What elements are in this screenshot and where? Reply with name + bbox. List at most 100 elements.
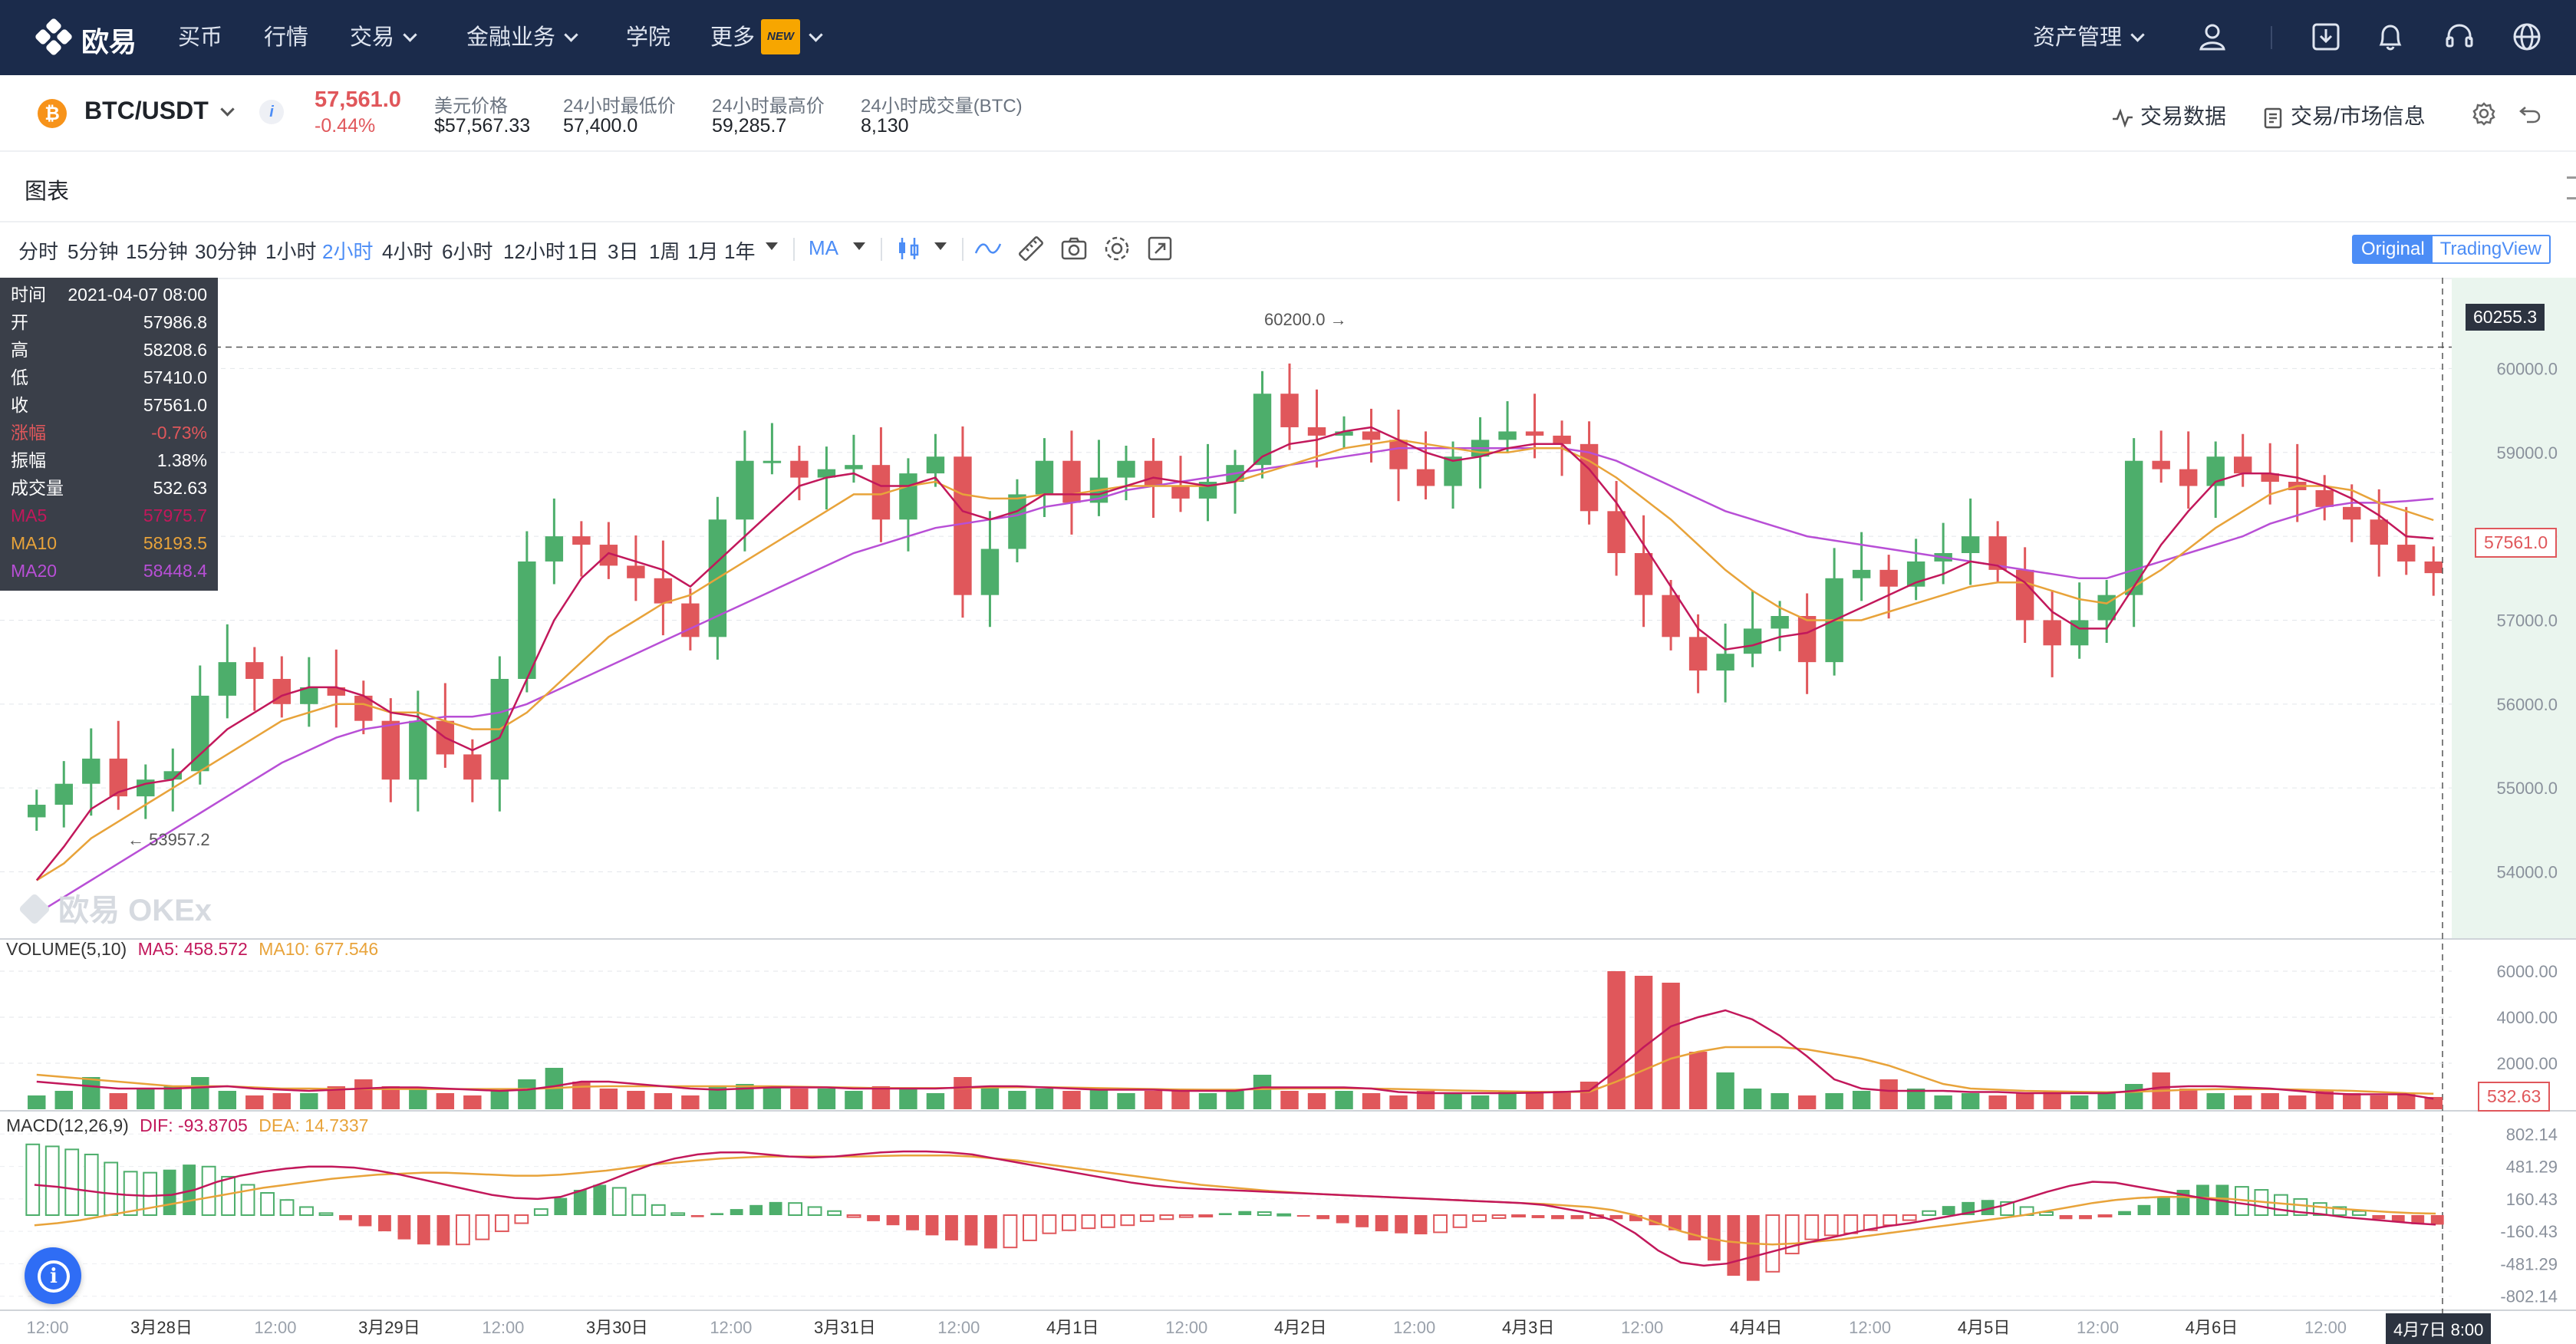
candle-body xyxy=(1498,431,1517,440)
candle-body xyxy=(82,758,100,784)
bell-icon[interactable] xyxy=(2373,20,2407,54)
info-icon[interactable]: i xyxy=(259,100,284,124)
chart-type-dropdown[interactable] xyxy=(934,242,947,250)
headset-icon[interactable] xyxy=(2443,20,2476,54)
candle-body xyxy=(1771,616,1789,629)
candle-body xyxy=(572,536,591,545)
candle-body xyxy=(327,687,346,696)
volume-bar xyxy=(2397,1093,2416,1109)
volume-bar xyxy=(1198,1093,1217,1109)
macd-histogram-bar xyxy=(1414,1215,1428,1235)
macd-histogram-bar xyxy=(1922,1210,1937,1216)
candlestick-type-icon[interactable] xyxy=(893,233,924,264)
macd-histogram-bar xyxy=(339,1215,352,1220)
macd-histogram-bar xyxy=(788,1202,803,1216)
volume-bar xyxy=(1797,1095,1817,1109)
timeframe-7[interactable]: 6小时 xyxy=(442,240,493,263)
bitcoin-icon: ₿ xyxy=(38,99,67,128)
volume-bar xyxy=(2370,1095,2388,1109)
volume-bar xyxy=(1771,1093,1789,1109)
ruler-icon[interactable] xyxy=(1016,233,1046,264)
candle-body xyxy=(1580,443,1599,512)
timeframe-2[interactable]: 15分钟 xyxy=(126,240,188,263)
nav-asset-management[interactable]: 资产管理 xyxy=(2033,21,2145,54)
volume-bar xyxy=(354,1079,373,1109)
volume-bar xyxy=(1879,1079,1898,1109)
timeframe-12[interactable]: 1月 xyxy=(687,240,719,263)
macd-histogram-bar xyxy=(64,1148,80,1216)
time-axis-label: 12:00 xyxy=(1393,1318,1435,1337)
trend-line-icon[interactable] xyxy=(973,233,1003,264)
volume-bar xyxy=(1662,983,1680,1109)
volume-bar xyxy=(681,1095,700,1109)
macd-histogram-bar xyxy=(1707,1215,1721,1261)
market-info-button[interactable]: 交易/市场信息 xyxy=(2261,100,2426,130)
chart-toolbar: 分时 5分钟 15分钟 30分钟 1小时 2小时 4小时 6小时 12小时 1日 3日 1周 1月 1年 … xyxy=(0,222,2576,279)
candle-body xyxy=(2043,620,2061,646)
volume-bar xyxy=(2233,1095,2252,1109)
help-button[interactable]: i xyxy=(25,1247,81,1304)
volume-bar xyxy=(327,1086,346,1109)
macd-histogram-bar xyxy=(494,1214,509,1233)
nav-trade[interactable]: 交易 xyxy=(350,21,417,54)
download-icon[interactable] xyxy=(2309,20,2343,54)
fullscreen-icon[interactable] xyxy=(1145,233,1175,264)
timeframe-4[interactable]: 1小时 xyxy=(265,240,317,263)
timeframe-8[interactable]: 12小时 xyxy=(503,240,565,263)
price-axis-label: 60000.0 xyxy=(2496,359,2558,378)
nav-academy[interactable]: 学院 xyxy=(626,25,671,50)
nav-more[interactable]: 更多 NEW xyxy=(710,19,823,59)
camera-icon[interactable] xyxy=(1059,233,1089,264)
macd-histogram-bar xyxy=(945,1215,958,1240)
volume-bar xyxy=(763,1086,782,1109)
macd-histogram-bar xyxy=(2079,1215,2092,1220)
okex-watermark: 欧易 OKEx xyxy=(18,885,212,930)
candle-body xyxy=(300,687,318,704)
volume-bar xyxy=(1253,1075,1272,1109)
timeframe-5[interactable]: 2小时 xyxy=(322,240,374,263)
candle-body xyxy=(1961,536,1980,553)
volume-bar xyxy=(163,1086,182,1109)
nav-buy-crypto[interactable]: 买币 xyxy=(178,25,223,50)
macd-histogram-bar xyxy=(221,1175,236,1217)
pair-selector[interactable]: BTC/USDT xyxy=(84,97,235,125)
macd-histogram-bar xyxy=(2273,1194,2288,1217)
macd-histogram-bar xyxy=(533,1208,548,1216)
macd-histogram-bar xyxy=(1551,1215,1564,1220)
globe-icon[interactable] xyxy=(2510,20,2544,54)
timeframe-6[interactable]: 4小时 xyxy=(382,240,433,263)
trade-data-button[interactable]: 交易数据 xyxy=(2111,100,2226,130)
candle-body xyxy=(191,695,209,772)
macd-histogram-bar xyxy=(1433,1214,1448,1234)
timeframe-11[interactable]: 1周 xyxy=(649,240,680,263)
indicator-dropdown[interactable] xyxy=(853,242,865,250)
price-chart[interactable]: 60000.059000.058000.057000.056000.055000… xyxy=(0,278,2576,1339)
view-original-button[interactable]: Original xyxy=(2354,236,2433,262)
timeframe-10[interactable]: 3日 xyxy=(608,240,639,263)
indicator-selector[interactable]: MA xyxy=(809,236,838,259)
view-tradingview-button[interactable]: TradingView xyxy=(2439,239,2541,259)
macd-histogram-bar xyxy=(1823,1214,1839,1237)
volume-bar xyxy=(463,1095,482,1109)
timeframe-9[interactable]: 1日 xyxy=(568,240,599,263)
timeframe-13[interactable]: 1年 xyxy=(724,240,756,263)
nav-finance[interactable]: 金融业务 xyxy=(466,21,578,54)
candle-body xyxy=(2261,473,2279,483)
macd-histogram-bar xyxy=(1375,1215,1388,1232)
candle-body xyxy=(899,473,917,520)
ma5-line xyxy=(35,426,2434,881)
chevron-down-icon xyxy=(220,102,235,117)
settings-icon[interactable] xyxy=(2472,101,2496,126)
undo-icon[interactable] xyxy=(2518,101,2542,126)
chart-settings-icon[interactable] xyxy=(1102,233,1132,264)
timeframe-dropdown[interactable] xyxy=(766,242,778,250)
menu-icon[interactable] xyxy=(2567,176,2576,199)
timeframe-1[interactable]: 5分钟 xyxy=(68,240,119,263)
nav-markets[interactable]: 行情 xyxy=(264,25,309,50)
volume-axis-label: 6000.00 xyxy=(2496,962,2558,981)
volume-bar xyxy=(1226,1091,1244,1109)
timeframe-3[interactable]: 30分钟 xyxy=(195,240,257,263)
user-icon[interactable] xyxy=(2196,20,2229,54)
timeframe-0[interactable]: 分时 xyxy=(18,240,59,263)
volume-bar xyxy=(2015,1093,2034,1109)
